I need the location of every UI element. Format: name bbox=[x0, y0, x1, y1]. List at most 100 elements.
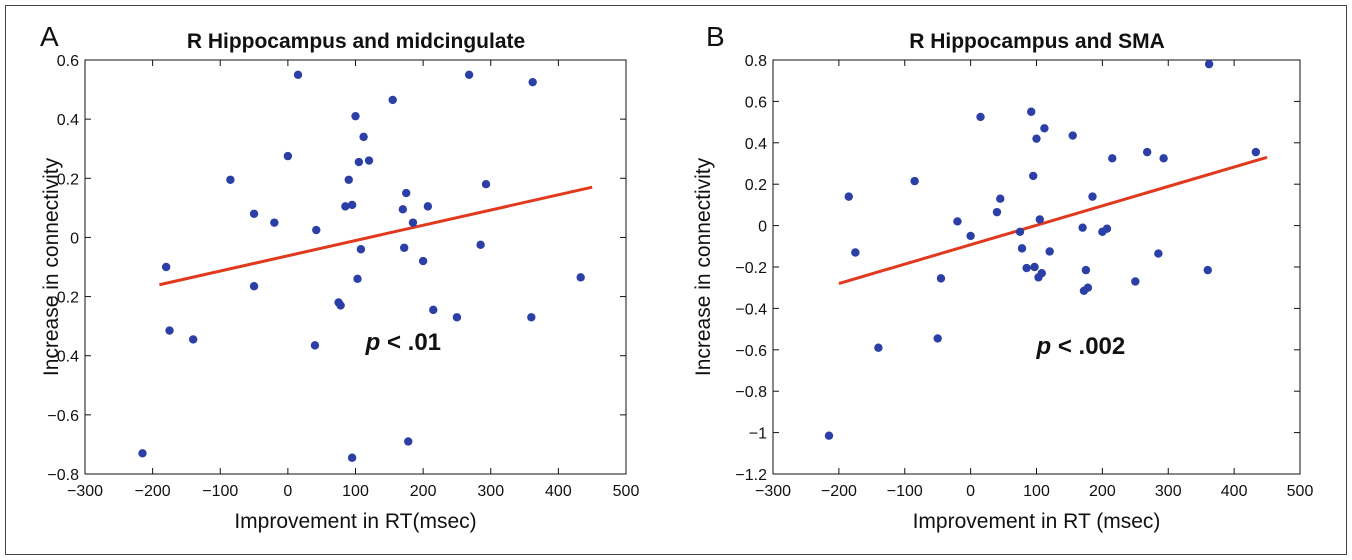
x-tick-label: 100 bbox=[342, 483, 369, 500]
x-tick-label: 400 bbox=[1221, 483, 1248, 500]
data-point bbox=[1203, 265, 1212, 275]
p-value-text: < .002 bbox=[1051, 333, 1125, 360]
y-tick-label: 0.2 bbox=[745, 177, 767, 194]
data-point bbox=[910, 176, 919, 186]
y-tick-label: −0.8 bbox=[735, 384, 767, 401]
data-point bbox=[844, 192, 853, 201]
y-tick-label: −0.2 bbox=[735, 260, 767, 277]
data-point bbox=[310, 341, 320, 350]
y-tick-label: 0.2 bbox=[57, 171, 79, 188]
panel-b: −300 −200 −100 0 100 200 300 400 500 −1.2 −1 −0.8 −0… bbox=[692, 21, 1313, 533]
data-point bbox=[402, 188, 411, 198]
data-point bbox=[354, 157, 364, 167]
data-point bbox=[1035, 215, 1044, 224]
data-point bbox=[528, 77, 537, 87]
data-point bbox=[1030, 262, 1039, 272]
data-point bbox=[161, 262, 171, 272]
data-point bbox=[1088, 192, 1097, 201]
p-value-annotation: p < .01 bbox=[365, 329, 441, 356]
data-point bbox=[1022, 263, 1031, 273]
data-point bbox=[341, 202, 350, 211]
panel-a: −300 −200 −100 0 100 200 300 400 500 −0.8 −0.6 −0.4… bbox=[40, 21, 639, 533]
data-point bbox=[418, 256, 428, 266]
data-point bbox=[347, 453, 357, 462]
data-point bbox=[1142, 147, 1152, 157]
data-point bbox=[270, 218, 279, 227]
data-point bbox=[388, 95, 397, 105]
data-point bbox=[1045, 247, 1054, 256]
data-point bbox=[992, 207, 1002, 217]
panel-label: A bbox=[40, 21, 59, 52]
x-axis-label: Improvement in RT (msec) bbox=[913, 510, 1161, 533]
data-point bbox=[138, 449, 147, 458]
data-point bbox=[249, 209, 259, 218]
panel-label: B bbox=[706, 21, 725, 52]
data-point bbox=[226, 175, 235, 184]
data-point bbox=[1078, 223, 1087, 232]
y-tick-label: −1 bbox=[749, 426, 767, 443]
x-tick-label: −200 bbox=[135, 483, 171, 500]
data-point bbox=[1154, 249, 1163, 258]
x-tick-label: 200 bbox=[410, 483, 437, 500]
data-point bbox=[1108, 154, 1117, 163]
x-tick-label: 0 bbox=[966, 483, 975, 500]
data-point bbox=[423, 202, 433, 211]
data-point bbox=[359, 132, 368, 142]
y-axis-label: Increase in connectivity bbox=[692, 157, 715, 376]
data-point bbox=[464, 70, 474, 79]
y-tick-label: 0.6 bbox=[745, 94, 767, 111]
data-point bbox=[1037, 269, 1046, 278]
data-point bbox=[481, 180, 491, 189]
chart-title: R Hippocampus and SMA bbox=[909, 30, 1165, 53]
data-point bbox=[249, 282, 259, 291]
y-tick-label: −0.2 bbox=[47, 290, 79, 307]
data-point bbox=[851, 248, 860, 257]
y-tick-label: −1.2 bbox=[735, 467, 767, 484]
y-tick-label: −0.4 bbox=[47, 349, 79, 366]
data-point bbox=[351, 111, 360, 121]
data-point bbox=[1068, 131, 1077, 140]
data-point bbox=[996, 194, 1005, 203]
x-tick-label: −100 bbox=[202, 483, 238, 500]
y-tick-label: 0.6 bbox=[57, 53, 79, 70]
data-point bbox=[336, 301, 345, 310]
y-tick-label: −0.6 bbox=[47, 408, 79, 425]
y-tick-label: 0.4 bbox=[57, 112, 79, 129]
data-point bbox=[429, 305, 438, 315]
data-point bbox=[1027, 107, 1036, 116]
data-point bbox=[476, 240, 485, 250]
data-point bbox=[1040, 124, 1049, 133]
data-point bbox=[1032, 134, 1041, 143]
data-point bbox=[1081, 265, 1091, 275]
data-point bbox=[1102, 224, 1112, 233]
y-tick-label: −0.4 bbox=[735, 301, 767, 318]
data-point bbox=[1131, 277, 1140, 286]
data-point bbox=[1159, 154, 1168, 163]
data-point bbox=[347, 200, 357, 210]
data-point bbox=[404, 437, 413, 446]
data-point bbox=[344, 175, 353, 184]
x-tick-label: −100 bbox=[887, 483, 923, 500]
data-point bbox=[1029, 171, 1038, 181]
data-point bbox=[936, 274, 946, 283]
x-tick-label: 500 bbox=[1287, 483, 1314, 500]
data-point bbox=[933, 334, 942, 343]
data-point bbox=[824, 431, 834, 440]
data-point bbox=[1251, 147, 1261, 157]
data-point bbox=[953, 217, 962, 226]
y-axis-label: Increase in connectivity bbox=[40, 157, 63, 376]
data-point bbox=[283, 151, 293, 161]
y-tick-label: 0.4 bbox=[745, 136, 767, 153]
data-point bbox=[452, 313, 462, 322]
data-point bbox=[1204, 59, 1214, 69]
data-point bbox=[1017, 244, 1027, 253]
regression-line bbox=[159, 185, 593, 287]
data-point bbox=[165, 326, 174, 335]
p-value-annotation: p < .002 bbox=[1036, 333, 1126, 360]
data-point bbox=[966, 231, 975, 241]
x-tick-label: 500 bbox=[613, 483, 640, 500]
x-tick-label: −200 bbox=[821, 483, 857, 500]
data-point bbox=[399, 243, 409, 252]
y-tick-label: −0.6 bbox=[735, 343, 767, 360]
